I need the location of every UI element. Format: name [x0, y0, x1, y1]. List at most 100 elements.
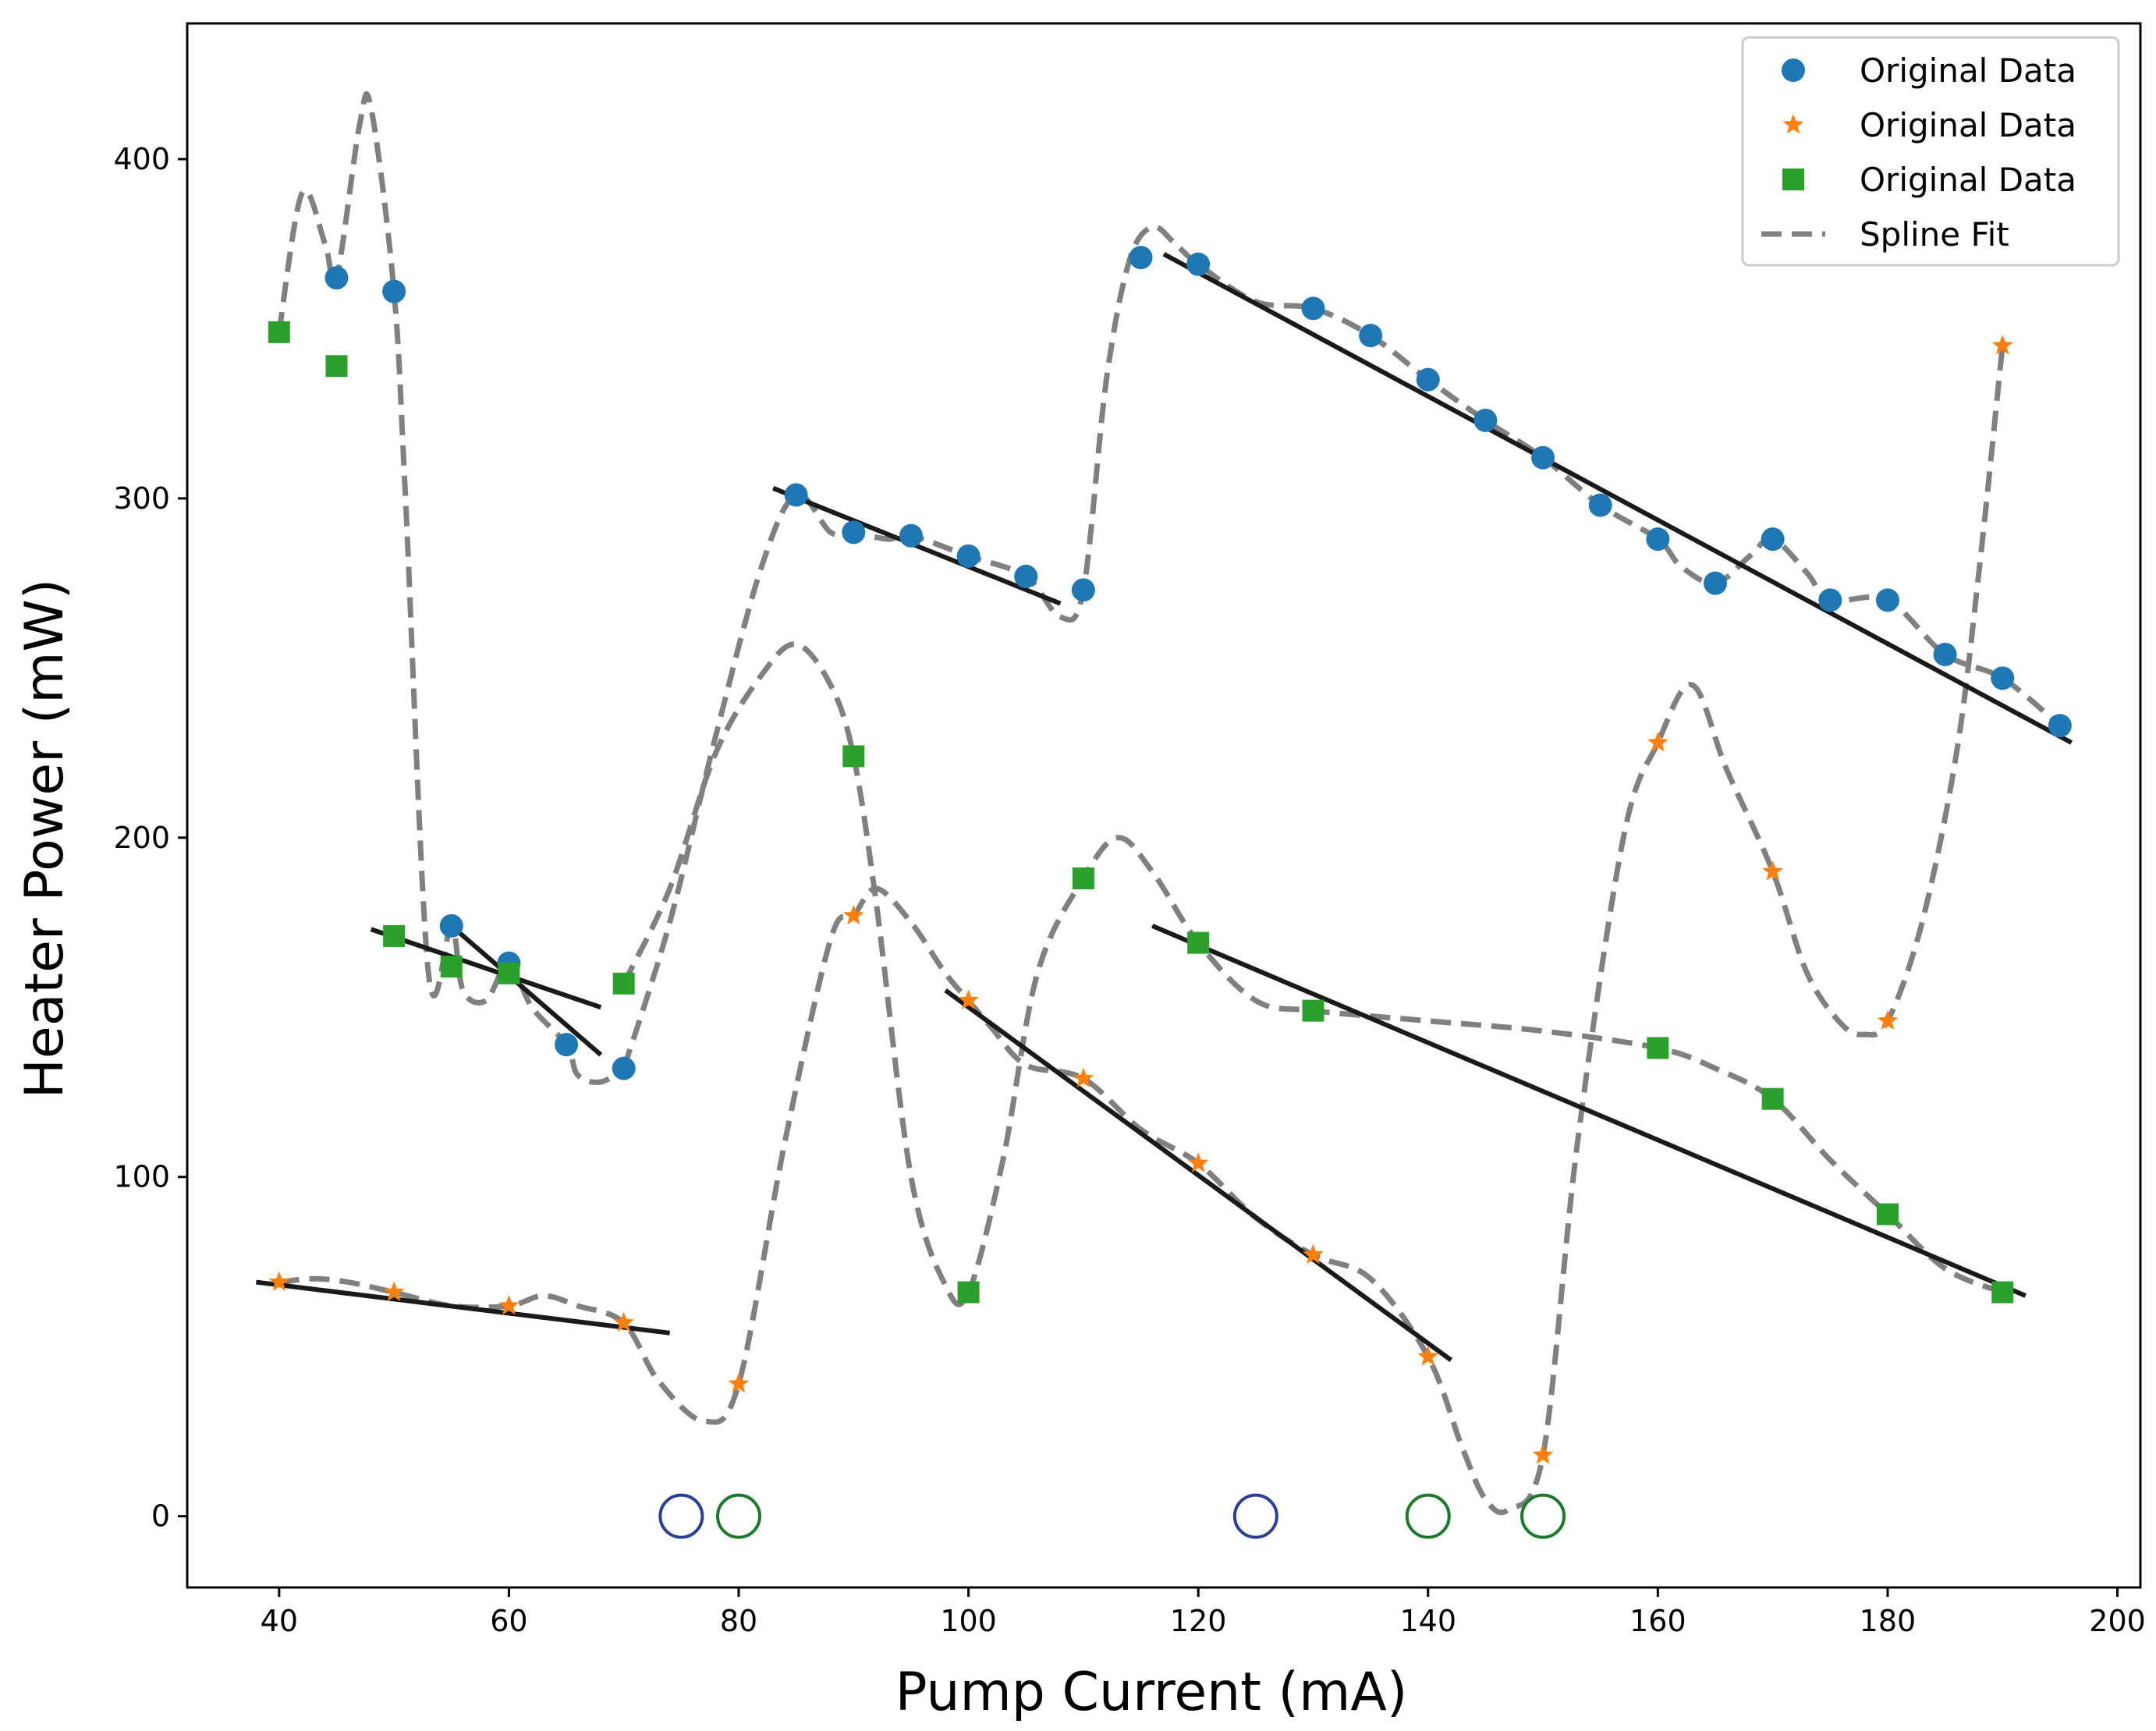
- y-tick-label-100: 100: [113, 1160, 170, 1194]
- x-tick-label-140: 140: [1400, 1604, 1457, 1638]
- data-point-square-12: [1647, 1037, 1669, 1059]
- data-point-circle-3: [439, 913, 463, 938]
- data-point-circle-11: [1014, 564, 1038, 588]
- data-point-square-4: [440, 956, 463, 978]
- data-point-circle-12: [1071, 578, 1095, 602]
- data-point-star-12: [1532, 1444, 1554, 1464]
- x-tick-label-180: 180: [1860, 1604, 1917, 1638]
- data-point-square-5: [498, 962, 520, 984]
- data-point-square-7: [842, 745, 865, 768]
- x-tick-label-100: 100: [940, 1604, 997, 1638]
- data-point-circle-28: [2048, 714, 2072, 738]
- data-point-circle-13: [1129, 246, 1153, 270]
- data-point-circle-10: [956, 544, 980, 568]
- data-point-circle-2: [382, 279, 406, 303]
- data-point-star-4: [613, 1311, 634, 1332]
- data-point-circle-26: [1933, 642, 1957, 666]
- data-point-square-15: [1991, 1281, 2014, 1304]
- data-point-circle-16: [1359, 324, 1383, 348]
- data-point-star-13: [1647, 732, 1668, 752]
- data-point-star-9: [1187, 1152, 1209, 1172]
- data-point-star-10: [1303, 1243, 1324, 1265]
- data-point-circle-17: [1416, 367, 1440, 392]
- data-point-circle-18: [1473, 408, 1498, 432]
- fit-line-5: [944, 988, 1453, 1363]
- data-point-square-8: [957, 1281, 980, 1304]
- data-point-star-2: [383, 1281, 405, 1301]
- fit-line-3: [449, 924, 603, 1057]
- fit-line-7: [1162, 252, 2073, 745]
- plot-area: [256, 91, 2073, 1539]
- data-point-square-14: [1876, 1203, 1899, 1226]
- axes: 40 60 80 100 120 140 160 180 200 0 100 200 300 400: [113, 22, 2146, 1638]
- data-point-square-13: [1761, 1087, 1784, 1110]
- x-tick-label-80: 80: [720, 1604, 757, 1638]
- data-point-circle-20: [1588, 493, 1612, 517]
- data-point-square-2: [325, 355, 348, 378]
- y-axis-label: Heater Power (mW): [14, 579, 76, 1098]
- data-point-circle-15: [1301, 296, 1325, 321]
- legend-entry-1: Original Data: [1782, 51, 2076, 90]
- legend-swatch-circle: [1782, 59, 1805, 82]
- data-point-circle-21: [1646, 527, 1670, 552]
- data-point-circle-6: [612, 1056, 636, 1080]
- y-tick-label-400: 400: [113, 142, 170, 176]
- data-point-circle-25: [1875, 588, 1899, 612]
- zero-marker-2: [716, 1493, 762, 1539]
- spline-curve-4: [621, 641, 2004, 1307]
- data-point-square-9: [1072, 867, 1094, 890]
- data-point-square-10: [1187, 931, 1210, 954]
- zero-marker-3: [1232, 1493, 1278, 1539]
- data-point-square-1: [268, 321, 290, 343]
- y-tick-label-200: 200: [113, 821, 170, 855]
- data-point-star-15: [1877, 1009, 1899, 1030]
- legend-label-4: Spline Fit: [1860, 215, 2009, 254]
- zero-marker-4: [1405, 1493, 1451, 1539]
- data-point-star-5: [728, 1373, 750, 1393]
- plot-frame: [186, 22, 2142, 1589]
- data-point-star-14: [1762, 860, 1783, 881]
- data-point-circle-24: [1818, 588, 1842, 612]
- data-point-circle-19: [1531, 445, 1555, 470]
- data-point-circle-1: [324, 266, 349, 290]
- fit-line-6: [1151, 924, 2027, 1298]
- legend-swatch-star: [1782, 114, 1804, 134]
- x-axis-label: Pump Current (mA): [895, 1662, 1408, 1723]
- y-tick-label-0: 0: [151, 1499, 170, 1534]
- data-point-square-3: [383, 924, 406, 947]
- data-point-square-6: [612, 972, 635, 995]
- fit-line-2: [370, 927, 602, 1010]
- data-point-star-1: [268, 1271, 290, 1291]
- data-point-star-8: [1073, 1067, 1094, 1087]
- zero-marker-1: [658, 1493, 704, 1539]
- legend-entry-4: Spline Fit: [1761, 215, 2009, 254]
- data-point-circle-22: [1704, 571, 1728, 595]
- data-point-circle-14: [1186, 252, 1211, 276]
- data-point-circle-27: [1991, 666, 2015, 690]
- data-point-circle-23: [1761, 527, 1785, 552]
- legend-swatch-square: [1782, 168, 1804, 190]
- spline-curve-3: [278, 345, 2005, 1516]
- x-tick-label-200: 200: [2089, 1604, 2146, 1638]
- data-point-square-11: [1302, 999, 1324, 1022]
- data-point-star-6: [843, 904, 864, 925]
- fit-line-1: [256, 1279, 671, 1335]
- legend-label-1: Original Data: [1860, 51, 2076, 90]
- y-tick-label-300: 300: [113, 481, 170, 516]
- data-point-star-3: [498, 1295, 519, 1315]
- data-point-star-16: [1991, 335, 2013, 355]
- data-point-circle-9: [899, 523, 923, 548]
- data-point-circle-5: [555, 1033, 579, 1057]
- x-tick-label-60: 60: [490, 1604, 527, 1638]
- legend-label-3: Original Data: [1860, 161, 2076, 199]
- data-point-star-7: [958, 989, 979, 1009]
- data-point-circle-8: [842, 520, 866, 544]
- x-tick-label-120: 120: [1170, 1604, 1227, 1638]
- x-tick-label-40: 40: [261, 1604, 298, 1638]
- x-tick-label-160: 160: [1629, 1604, 1686, 1638]
- zero-marker-5: [1520, 1493, 1566, 1539]
- data-point-star-11: [1417, 1346, 1439, 1366]
- legend: Original Data Original Data Original Data S…: [1741, 36, 2120, 267]
